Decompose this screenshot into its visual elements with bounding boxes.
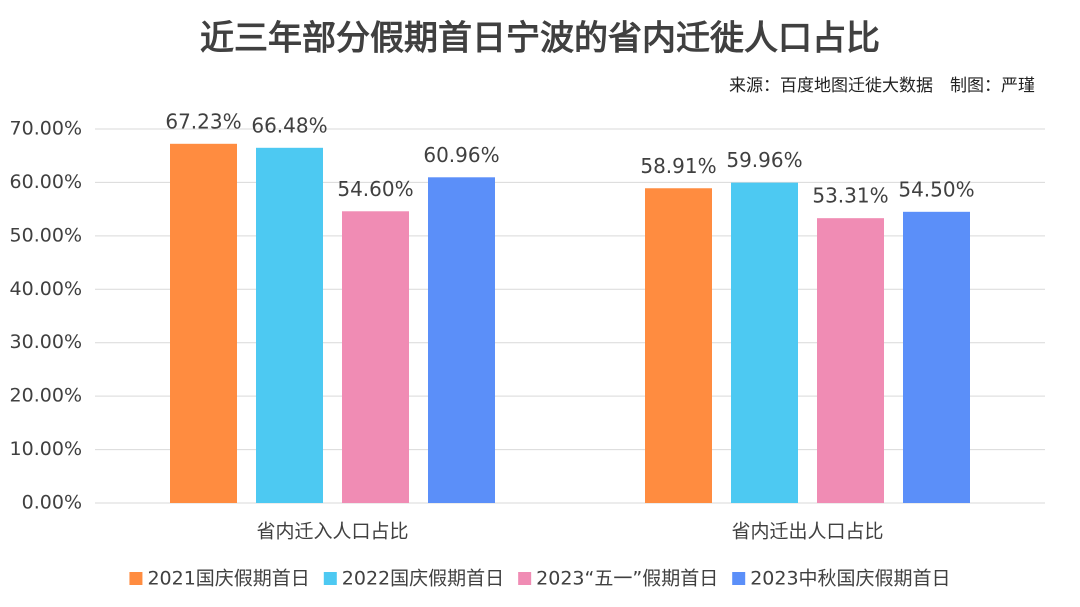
x-tick-label: 省内迁出人口占比: [731, 521, 883, 543]
value-label: 60.96%: [423, 143, 499, 167]
value-label: 53.31%: [812, 184, 888, 208]
legend-swatch: [732, 572, 746, 585]
legend-label: 2023“五一”假期首日: [536, 568, 718, 590]
y-tick-label: 70.00%: [10, 118, 82, 140]
source: 来源：百度地图迁徙大数据 制图：严瑾: [729, 76, 1035, 96]
x-tick-label: 省内迁入人口占比: [256, 521, 408, 543]
legend-swatch: [518, 572, 532, 585]
value-label: 54.50%: [898, 177, 974, 201]
y-tick-label: 40.00%: [10, 278, 82, 300]
bar: [170, 143, 237, 503]
bar: [256, 147, 323, 503]
legend-label: 2023中秋国庆假期首日: [750, 568, 950, 590]
bar: [428, 177, 495, 503]
value-label: 59.96%: [726, 148, 802, 172]
bar: [645, 188, 712, 503]
legend-label: 2021国庆假期首日: [147, 568, 309, 590]
legend-swatch: [129, 572, 143, 585]
y-tick-label: 10.00%: [10, 438, 82, 460]
value-label: 67.23%: [165, 109, 241, 133]
y-tick-label: 60.00%: [10, 171, 82, 193]
bar: [817, 218, 884, 503]
legend-swatch: [323, 572, 337, 585]
y-tick-label: 50.00%: [10, 224, 82, 246]
bar: [903, 211, 970, 504]
y-tick-label: 20.00%: [10, 385, 82, 407]
bar: [731, 182, 798, 504]
value-label: 54.60%: [337, 177, 413, 201]
legend-label: 2022国庆假期首日: [342, 568, 504, 590]
chart-title: 近三年部分假期首日宁波的省内迁徙人口占比: [200, 19, 880, 59]
bar: [342, 211, 409, 503]
y-tick-label: 30.00%: [10, 331, 82, 353]
value-label: 66.48%: [251, 113, 327, 137]
value-label: 58.91%: [640, 154, 716, 178]
y-tick-label: 0.00%: [22, 492, 82, 514]
